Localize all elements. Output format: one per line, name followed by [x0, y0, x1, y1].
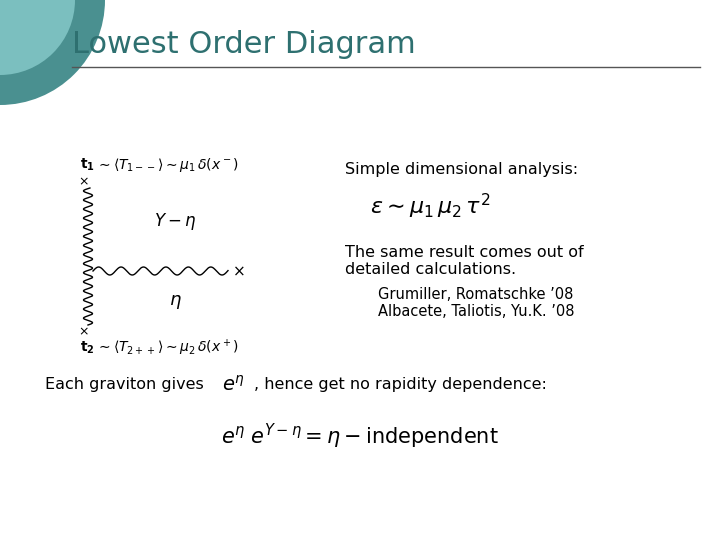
Text: $Y - \eta$: $Y - \eta$: [154, 212, 197, 233]
Text: $\sim\langle T_{2++}\rangle\sim\mu_2\,\delta(x^+)$: $\sim\langle T_{2++}\rangle\sim\mu_2\,\d…: [96, 338, 239, 358]
Text: Lowest Order Diagram: Lowest Order Diagram: [72, 30, 415, 59]
Wedge shape: [0, 0, 105, 105]
Text: $e^\eta$: $e^\eta$: [222, 375, 245, 395]
Text: detailed calculations.: detailed calculations.: [345, 262, 516, 277]
Text: $\times$: $\times$: [78, 326, 89, 339]
Text: $\times$: $\times$: [78, 176, 89, 188]
Text: The same result comes out of: The same result comes out of: [345, 245, 584, 260]
Text: $\mathbf{t_2}$: $\mathbf{t_2}$: [80, 340, 94, 356]
Wedge shape: [0, 0, 75, 75]
Text: Grumiller, Romatschke ’08: Grumiller, Romatschke ’08: [378, 287, 573, 302]
Text: Simple dimensional analysis:: Simple dimensional analysis:: [345, 162, 578, 177]
Text: Each graviton gives: Each graviton gives: [45, 377, 204, 392]
Text: $e^\eta\; e^{Y-\eta} = \eta - \mathrm{independent}$: $e^\eta\; e^{Y-\eta} = \eta - \mathrm{in…: [221, 422, 499, 451]
Text: , hence get no rapidity dependence:: , hence get no rapidity dependence:: [254, 377, 547, 392]
Text: $\mathbf{t_1}$: $\mathbf{t_1}$: [80, 157, 95, 173]
Text: $\sim\langle T_{1--}\rangle\sim\mu_1\,\delta(x^-)$: $\sim\langle T_{1--}\rangle\sim\mu_1\,\d…: [96, 156, 239, 174]
Text: $\times$: $\times$: [232, 264, 244, 279]
Text: Albacete, Taliotis, Yu.K. ’08: Albacete, Taliotis, Yu.K. ’08: [378, 304, 575, 319]
Text: $\varepsilon \sim \mu_1\, \mu_2\, \tau^2$: $\varepsilon \sim \mu_1\, \mu_2\, \tau^2…: [370, 192, 490, 221]
Text: $\eta$: $\eta$: [168, 293, 181, 311]
